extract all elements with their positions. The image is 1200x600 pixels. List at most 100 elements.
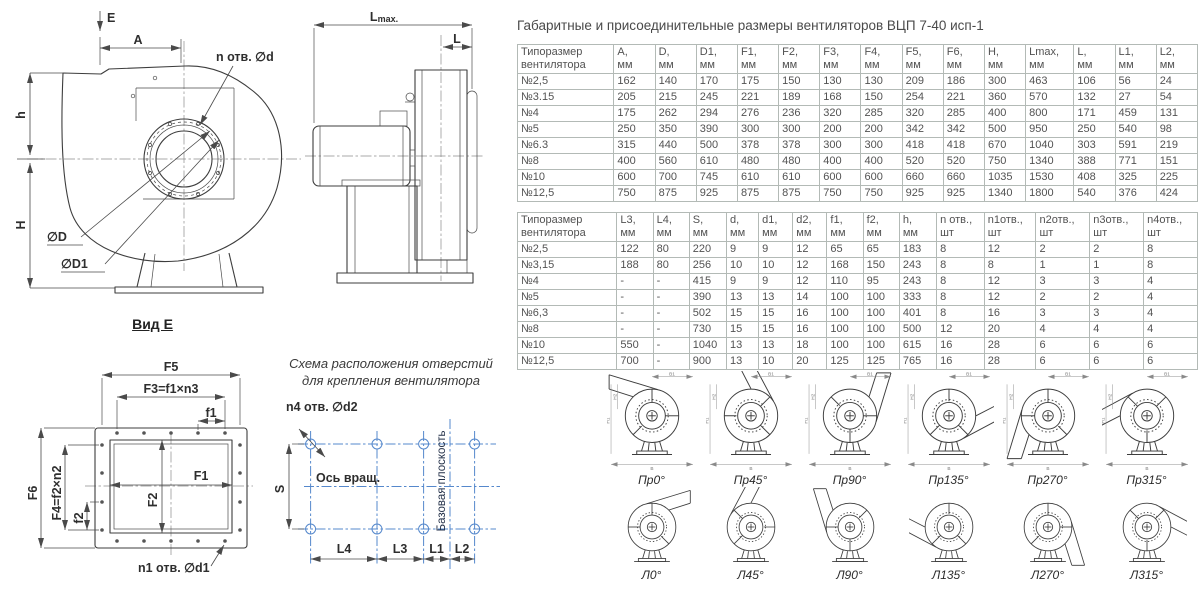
fan-orientation-diagram: В Н1 В1 Н2 [805, 372, 891, 472]
data-cell: - [652, 289, 690, 306]
data-cell: 294 [695, 105, 738, 122]
row-label: №6.3 [516, 137, 615, 154]
view-e-drawing: F5 F3=f1×n3 f1 F1 F2 F6 F4=f2×n2 f2 n1 о… [26, 360, 253, 575]
data-cell: 125 [862, 353, 900, 370]
table-row: №8- -730 15 15 16 100 100 500 12 20 4 4 4 [516, 321, 1198, 338]
table-row: №8 400 560 610 480 480 400 400 520 520 750 1340 388 7… [516, 153, 1199, 170]
data-cell: 256 [688, 257, 728, 274]
table-row: №10 550-1040 13 13 18 100 100 615 16 28 6 6 6 [516, 337, 1198, 354]
data-cell: 131 [1155, 105, 1199, 122]
label-n1-holes: n1 отв. ∅d1 [138, 561, 210, 575]
row-label: №5 [516, 289, 618, 306]
data-cell: 9 [726, 273, 760, 290]
orientation-item: Л135° [899, 487, 998, 582]
label-diam-d: ∅D [47, 230, 67, 244]
data-cell: 2 [1035, 289, 1091, 306]
data-cell: 65 [826, 241, 864, 258]
data-cell: 342 [901, 121, 944, 138]
data-cell: 16 [936, 337, 985, 354]
row-label: №5 [516, 121, 615, 138]
data-cell: 285 [860, 105, 903, 122]
data-cell: 54 [1155, 89, 1199, 106]
data-cell: 8 [936, 241, 985, 258]
data-cell: 6 [1035, 353, 1091, 370]
data-cell: 1530 [1025, 169, 1075, 186]
svg-text:Н2: Н2 [711, 393, 717, 399]
table-row: №6,3- -502 15 15 16 100 100 401 8 16 3 3 4 [516, 305, 1198, 322]
column-header: F6, мм [942, 44, 985, 74]
svg-text:Н2: Н2 [909, 393, 915, 399]
data-cell: 550 [616, 337, 654, 354]
column-header: A, мм [613, 44, 656, 74]
column-header: L2, мм [1155, 44, 1199, 74]
column-header: Типоразмер вентилятора [516, 44, 615, 74]
data-cell: 750 [613, 185, 656, 202]
label-f6: F6 [26, 486, 40, 501]
table-row: №6.3 315 440 500 378 378 300 300 418 418 670 1040 30… [516, 137, 1199, 154]
data-cell: 2 [1089, 289, 1145, 306]
fan-orientation-diagram: В Н1 В1 Н2 [1003, 372, 1089, 472]
data-cell: 360 [983, 89, 1027, 106]
data-cell: 12 [936, 321, 985, 338]
data-cell: 276 [736, 105, 780, 122]
data-cell: 219 [1155, 137, 1199, 154]
row-label: №6,3 [516, 305, 618, 322]
data-cell: 100 [862, 305, 900, 322]
data-cell: 400 [613, 153, 656, 170]
data-cell: 14 [792, 289, 828, 306]
column-header: h, мм [898, 212, 938, 242]
column-header: f1, мм [826, 212, 864, 242]
data-cell: 6 [1143, 353, 1198, 370]
orientation-caption: Л90° [836, 568, 863, 582]
row-label: №4 [516, 273, 618, 290]
data-cell: 15 [758, 321, 794, 338]
data-cell: 610 [695, 153, 738, 170]
data-cell: 80 [652, 257, 690, 274]
data-cell: 320 [901, 105, 944, 122]
data-cell: 540 [1073, 185, 1116, 202]
table-row: №4- -415 9 9 12 110 95 243 8 12 3 3 4 [516, 273, 1198, 290]
svg-text:В1: В1 [867, 372, 873, 378]
data-cell: 4 [1143, 321, 1198, 338]
data-cell: 8 [936, 273, 985, 290]
row-label: №2,5 [516, 73, 615, 90]
data-cell: 591 [1114, 137, 1157, 154]
data-cell: 100 [826, 321, 864, 338]
data-cell: 209 [901, 73, 944, 90]
label-f2: F2 [146, 493, 160, 508]
data-cell: 221 [942, 89, 985, 106]
table-row: №5 250 350 390 300 300 200 200 342 342 500 950 250 54… [516, 121, 1199, 138]
orientation-caption: Л315° [1129, 568, 1164, 582]
orientation-item: В Н1 В1 Н2 Пр315° [1097, 371, 1196, 487]
data-cell: 418 [901, 137, 944, 154]
data-cell: 150 [778, 73, 821, 90]
data-cell: 15 [726, 321, 760, 338]
data-cell: - [652, 353, 690, 370]
svg-text:В: В [848, 466, 851, 472]
column-header: Типоразмер вентилятора [516, 212, 618, 242]
data-cell: 520 [901, 153, 944, 170]
table-row: №2,5 122 80 220 9 9 12 65 65 183 8 12 2 2 8 [516, 241, 1198, 258]
data-cell: 400 [819, 153, 862, 170]
data-cell: 670 [983, 137, 1027, 154]
data-cell: 1 [1035, 257, 1091, 274]
data-cell: 151 [1155, 153, 1199, 170]
column-header: F2, мм [778, 44, 821, 74]
data-cell: 378 [736, 137, 780, 154]
label-a: A [133, 33, 142, 47]
data-cell: 8 [936, 257, 985, 274]
data-cell: 424 [1155, 185, 1199, 202]
data-cell: 390 [695, 121, 738, 138]
data-cell: - [652, 305, 690, 322]
dimensions-table-2: Типоразмер вентилятора L3, мм L4, мм S, мм d… [516, 212, 1198, 370]
data-cell: - [616, 289, 654, 306]
svg-text:В: В [650, 466, 653, 472]
data-cell: 4 [1089, 321, 1145, 338]
data-cell: - [652, 273, 690, 290]
data-cell: 13 [758, 289, 794, 306]
data-cell: 262 [654, 105, 697, 122]
data-cell: 254 [901, 89, 944, 106]
column-header: F3, мм [819, 44, 862, 74]
data-cell: 132 [1073, 89, 1116, 106]
svg-text:В1: В1 [966, 372, 972, 378]
